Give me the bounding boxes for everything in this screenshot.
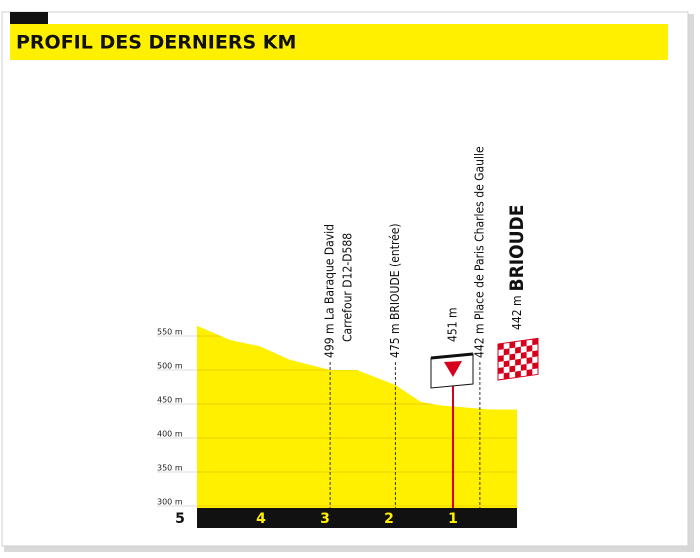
annotation-sublabel: Carrefour D12-D588	[341, 233, 355, 342]
flag-square	[526, 357, 533, 364]
y-tick-label: 350 m	[157, 464, 183, 473]
annotation-label: 442 m Place de Paris Charles de Gaulle	[472, 146, 486, 358]
flag-square	[532, 362, 538, 370]
chart-title: PROFIL DES DERNIERS KM	[16, 32, 296, 54]
flag-square	[515, 370, 521, 378]
finish-flag	[497, 337, 539, 381]
x-tick-label: 2	[384, 511, 394, 527]
finish-name: BRIOUDE	[506, 205, 528, 292]
flag-square	[503, 348, 510, 356]
flag-square	[498, 367, 504, 375]
flag-square	[520, 339, 527, 347]
flag-square	[515, 346, 521, 354]
km-bar	[197, 508, 517, 528]
annotation-label: 442 m BRIOUDE	[506, 205, 528, 330]
flag-square	[498, 355, 504, 363]
annotation-label: 499 m La Baraque David	[323, 224, 337, 358]
annotation-label: 451 m	[446, 307, 460, 342]
header-bar	[10, 24, 668, 60]
x-tick-label: 5	[175, 511, 185, 527]
finish-elevation: 442 m	[510, 295, 524, 330]
flag-square	[509, 341, 516, 349]
flag-square	[520, 351, 527, 359]
y-tick-label: 450 m	[157, 396, 183, 405]
x-tick-label: 3	[320, 511, 330, 527]
flamme-rouge-triangle	[444, 361, 462, 377]
x-tick-label: 1	[448, 511, 458, 527]
flamme-rouge-bar	[430, 352, 474, 360]
annotation-label: 475 m BRIOUDE (entrée)	[388, 223, 402, 358]
x-tick-label: 4	[256, 511, 266, 527]
flag-square	[509, 365, 516, 373]
flag-square	[515, 358, 521, 366]
flag-square	[503, 360, 510, 368]
y-tick-label: 400 m	[157, 430, 183, 439]
flag-square	[509, 353, 516, 361]
y-tick-label: 500 m	[157, 362, 183, 371]
flag-square	[532, 338, 538, 346]
profile-area	[197, 325, 517, 508]
flag-square	[498, 343, 504, 350]
flag-square	[532, 350, 538, 358]
flag-square	[526, 369, 533, 376]
flag-square	[520, 363, 527, 371]
flag-square	[503, 372, 510, 380]
header-tab	[10, 12, 48, 24]
flag-square	[526, 345, 533, 352]
y-tick-label: 300 m	[157, 498, 183, 507]
y-tick-label: 550 m	[157, 328, 183, 337]
